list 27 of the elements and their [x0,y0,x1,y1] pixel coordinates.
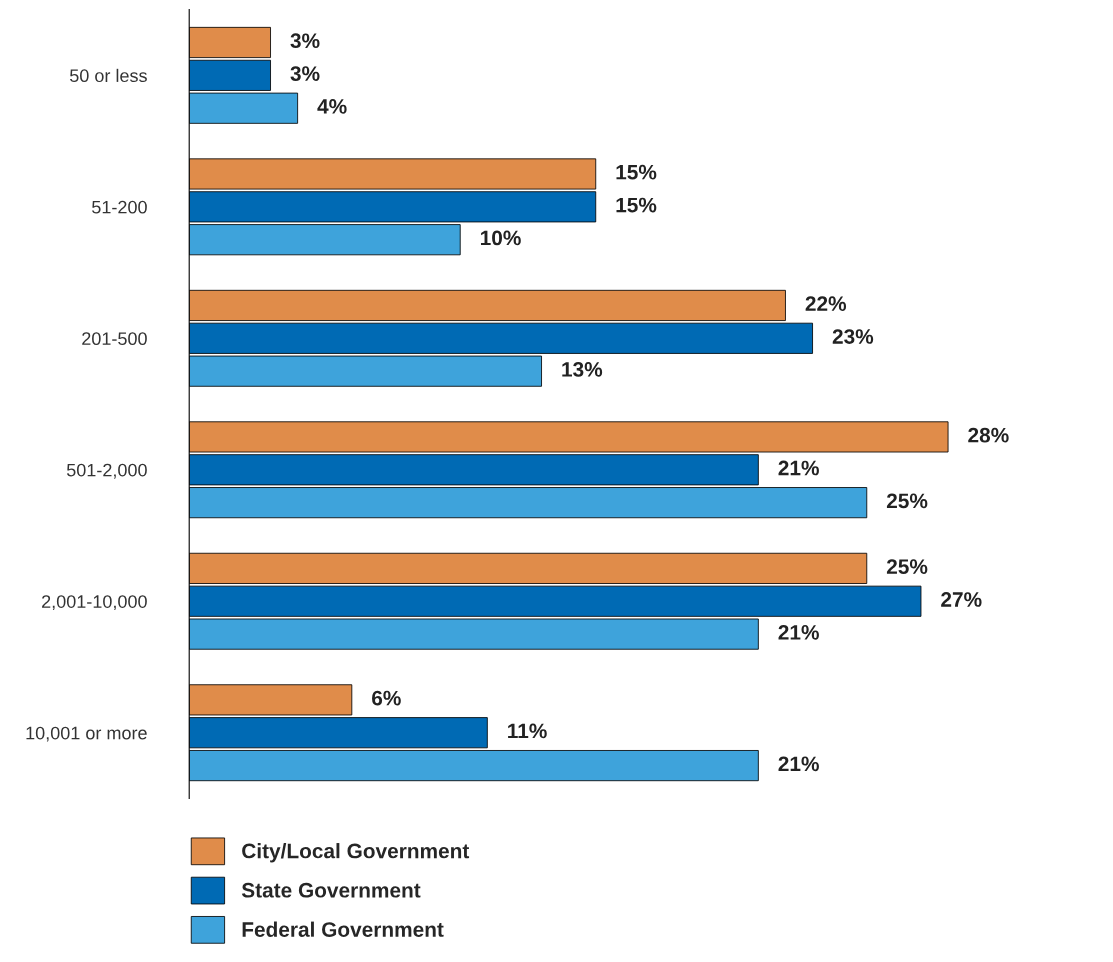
y-tick-label: 2,001-10,000 [42,595,147,611]
legend-label: State Government [241,882,421,898]
data-label: 22% [805,296,847,311]
data-label: 21% [778,624,819,640]
data-label: 3% [290,66,320,81]
y-tick-label: 51-200 [92,200,147,214]
data-label: 15% [616,197,657,213]
data-label: 25% [886,559,928,574]
data-label: 23% [832,329,874,344]
data-label: 11% [508,723,547,739]
legend-label: Federal Government [242,921,444,937]
data-label: 28% [968,427,1009,443]
data-label: 3% [290,33,320,49]
data-label: 25% [886,493,928,509]
y-tick-label: 201-500 [82,332,147,346]
legend-label: City/Local Government [242,843,470,863]
y-tick-label: 50 or less [69,68,147,83]
data-label: 13% [562,362,603,377]
data-label: 21% [778,756,819,772]
data-label: 21% [778,460,819,476]
data-label: 15% [616,164,657,180]
data-label: 4% [317,99,347,114]
data-label: 10% [480,230,521,246]
y-tick-label: 501-2,000 [66,463,147,479]
data-label: 27% [941,592,982,607]
y-tick-label: 10,001 or more [26,726,147,742]
data-label: 6% [372,690,401,706]
